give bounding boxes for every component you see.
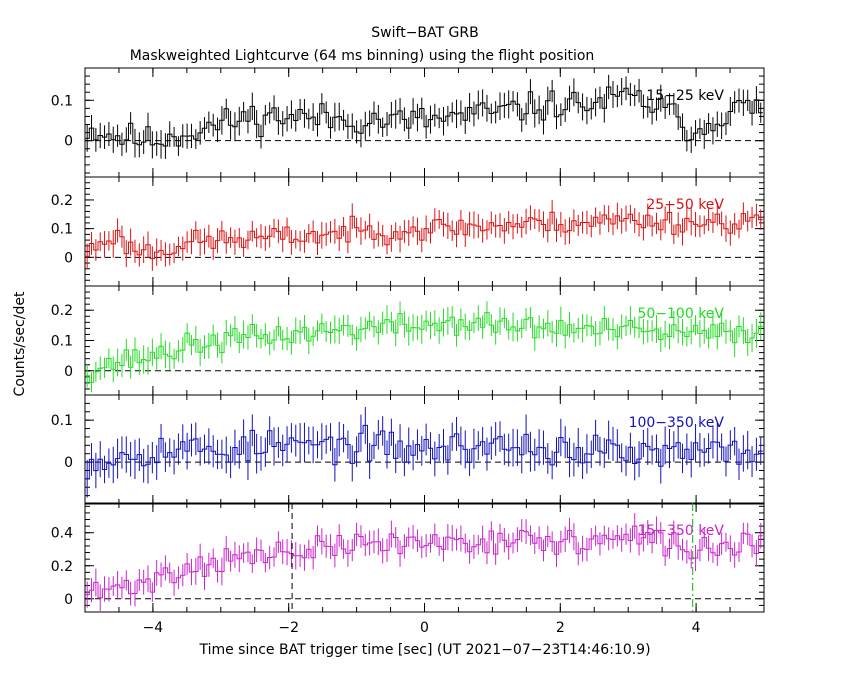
chart-subtitle: Maskweighted Lightcurve (64 ms binning) …	[130, 48, 595, 64]
x-tick-label: 2	[556, 620, 565, 636]
y-tick-label: 0.2	[51, 303, 73, 319]
y-tick-label: 0.1	[51, 93, 73, 109]
y-tick-label: 0	[64, 455, 73, 471]
y-tick-label: 0.4	[51, 526, 73, 542]
y-tick-label: 0.1	[51, 413, 73, 429]
y-tick-label: 0.1	[51, 334, 73, 350]
y-tick-label: 0.1	[51, 222, 73, 238]
panel-1: 0 0.1 15−25 keV	[51, 67, 765, 178]
y-tick-label: 0	[64, 592, 73, 608]
y-tick-label: 0.2	[51, 559, 73, 575]
band-label: 100−350 keV	[629, 415, 725, 431]
y-tick-label: 0.2	[51, 193, 73, 209]
series-line	[85, 211, 763, 260]
y-tick-label: 0	[64, 134, 73, 150]
band-label: 15−25 keV	[646, 88, 724, 104]
series-line	[85, 525, 763, 599]
y-tick-label: 0	[64, 364, 73, 380]
panels-group: 0 0.1 15−25 keV 0 0.1 0.2 25−50 keV 0 0.1 0.2 50−1…	[51, 67, 765, 636]
x-tick-label: −2	[278, 620, 299, 636]
chart-title: Swift−BAT GRB	[371, 25, 478, 41]
x-tick-label: −4	[143, 620, 164, 636]
panel-4: 0 0.1 100−350 keV	[51, 394, 765, 505]
x-tick-label: 0	[420, 620, 429, 636]
y-axis-label: Counts/sec/det	[12, 291, 28, 396]
panel-3: 0 0.1 0.2 50−100 keV	[51, 285, 765, 396]
series-line	[85, 86, 763, 147]
band-label: 25−50 keV	[646, 197, 724, 213]
band-label: 50−100 keV	[637, 306, 724, 322]
series-line	[85, 424, 763, 480]
band-label: 15−350 keV	[637, 523, 724, 539]
x-tick-label: 4	[692, 620, 701, 636]
panel-2: 0 0.1 0.2 25−50 keV	[51, 176, 765, 287]
y-tick-label: 0	[64, 250, 73, 266]
x-axis-label: Time since BAT trigger time [sec] (UT 20…	[198, 642, 650, 658]
series-line	[85, 312, 763, 383]
panel-5: 0 0.2 0.4 15−350 keV	[51, 502, 765, 613]
